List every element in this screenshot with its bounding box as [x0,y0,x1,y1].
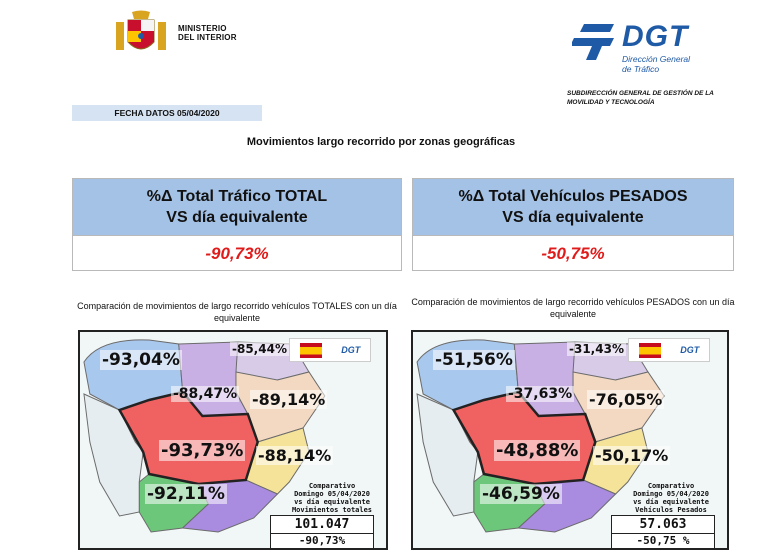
mini-dgt-logo: DGT [341,345,361,355]
zone-pct-north-central: -37,63% [506,386,575,402]
subdirection-line-2: MOVILIDAD Y TECNOLOGÍA [567,99,655,106]
ministry-line-2: DEL INTERIOR [178,33,237,42]
zone-pct-northeast: -31,43% [567,342,626,356]
kpi-total-traffic: %Δ Total Tráfico TOTAL VS día equivalent… [72,178,402,271]
zone-pct-north-central: -88,47% [171,386,240,402]
legend-line-1: Comparativo [647,482,695,490]
dgt-cross-icon [572,24,614,60]
movement-count: 101.047 [271,516,373,534]
movement-count-box: 57.063 -50,75 % [611,515,715,548]
date-label: FECHA DATOS 05/04/2020 [72,105,262,121]
ministry-name: MINISTERIO DEL INTERIOR [178,24,237,42]
kpi-heavy-header: %Δ Total Vehículos PESADOS VS día equiva… [413,179,733,236]
ministry-coat-of-arms-logo [116,10,166,50]
zone-pct-south: -46,59% [480,484,562,504]
spain-flag-icon [638,342,661,358]
zone-pct-center: -48,88% [494,440,581,461]
map-logos: DGT [289,338,371,362]
zone-pct-east-north: -89,14% [250,390,328,409]
map-heavy: -51,56% -31,43% -37,63% -76,05% -48,88% -50,1… [411,330,729,550]
map-heavy-caption: Comparación de movimientos de largo reco… [411,297,735,319]
subdirection-name: SUBDIRECCIÓN GENERAL DE GESTIÓN DE LA MO… [567,89,747,107]
kpi-total-value: -90,73% [205,244,269,263]
zone-pct-south: -92,11% [145,484,227,504]
zone-pct-northeast: -85,44% [230,342,289,356]
legend-line-1: Comparativo [308,482,356,490]
dgt-full-line-1: Dirección General [622,54,691,64]
zone-pct-center: -93,73% [159,440,246,461]
spain-flag-icon [299,342,322,358]
map-logos: DGT [628,338,710,362]
zone-pct-northwest: -93,04% [100,350,182,370]
kpi-total-title: %Δ Total Tráfico TOTAL [146,188,328,205]
movement-count-pct: -50,75 % [636,534,690,547]
kpi-heavy-title: %Δ Total Vehículos PESADOS [458,188,688,205]
kpi-heavy-subtitle: VS día equivalente [502,209,644,226]
mini-dgt-logo: DGT [680,345,700,355]
subdirection-line-1: SUBDIRECCIÓN GENERAL DE GESTIÓN DE LA [567,90,714,97]
movement-count-pct: -90,73% [298,534,346,547]
legend-line-3: vs día equivalente [294,498,370,506]
legend-line-4: Movimientos totales [291,506,373,514]
legend-line-2: Domingo 05/04/2020 [633,490,709,498]
zone-pct-east-north: -76,05% [587,390,665,409]
page-title: Movimientos largo recorrido por zonas ge… [246,136,516,148]
kpi-total-subtitle: VS día equivalente [166,209,308,226]
kpi-heavy-vehicles: %Δ Total Vehículos PESADOS VS día equiva… [412,178,734,271]
zone-pct-northwest: -51,56% [433,350,515,370]
legend-line-3: vs día equivalente [633,498,709,506]
dgt-name: DGT [622,20,689,53]
map-total-caption: Comparación de movimientos de largo reco… [77,301,397,323]
legend-line-2: Domingo 05/04/2020 [294,490,370,498]
dgt-full-line-2: de Tráfico [622,64,660,74]
movement-count-box: 101.047 -90,73% [270,515,374,548]
zone-pct-east: -50,17% [593,446,671,465]
dgt-logo: DGT Dirección General de Tráfico [572,18,712,78]
kpi-heavy-value: -50,75% [541,244,605,263]
ministry-line-1: MINISTERIO [178,24,227,33]
kpi-total-header: %Δ Total Tráfico TOTAL VS día equivalent… [73,179,401,236]
comparison-legend: Comparativo Domingo 05/04/2020 vs día equi… [616,482,726,514]
map-total: -93,04% -85,44% -88,47% -89,14% -93,73% -88,1… [78,330,388,550]
movement-count: 57.063 [612,516,714,534]
zone-pct-east: -88,14% [256,446,334,465]
legend-line-4: Vehículos Pesados [635,506,707,514]
comparison-legend: Comparativo Domingo 05/04/2020 vs día equi… [277,482,386,514]
